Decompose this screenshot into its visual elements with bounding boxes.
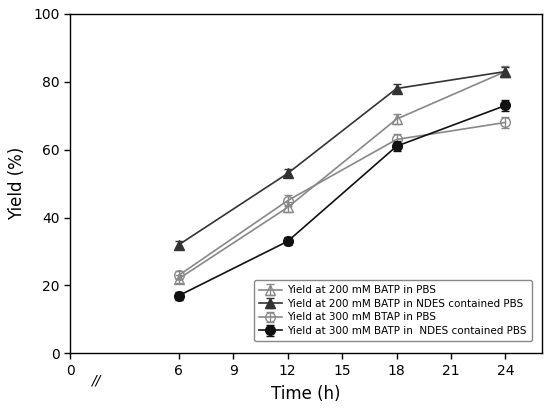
Y-axis label: Yield (%): Yield (%) [8, 147, 26, 220]
Legend: Yield at 200 mM BATP in PBS, Yield at 200 mM BATP in NDES contained PBS, Yield a: Yield at 200 mM BATP in PBS, Yield at 20… [254, 280, 532, 341]
X-axis label: Time (h): Time (h) [271, 385, 340, 403]
Text: //: // [91, 374, 101, 388]
